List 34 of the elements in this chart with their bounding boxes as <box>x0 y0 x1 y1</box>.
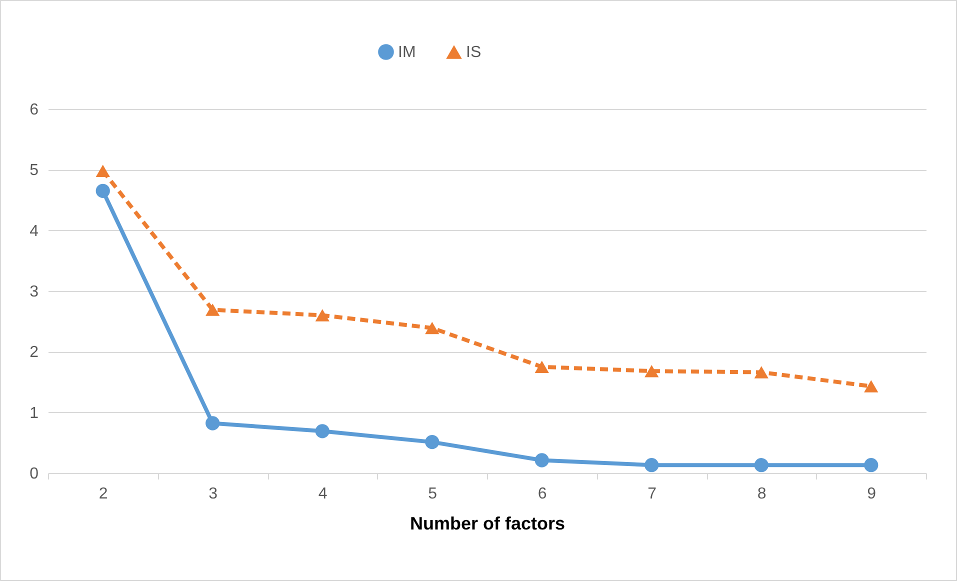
y-tick-label: 6 <box>30 102 39 118</box>
point <box>534 360 549 373</box>
x-tick-label: 2 <box>98 486 108 502</box>
legend-label: IS <box>466 44 482 61</box>
x-tick-label: 6 <box>538 486 547 502</box>
x-axis-title: Number of factors <box>410 514 566 534</box>
y-tick-label: 5 <box>30 162 39 180</box>
point <box>425 435 440 450</box>
x-tick-label: 5 <box>428 486 438 502</box>
y-tick-label: 2 <box>30 344 39 362</box>
point <box>644 364 659 378</box>
x-tick-label: 4 <box>318 486 328 502</box>
point <box>754 366 768 378</box>
point <box>425 322 440 334</box>
x-tick-label: 3 <box>208 486 218 502</box>
point <box>206 304 220 316</box>
point <box>206 416 220 430</box>
point <box>644 458 659 472</box>
point <box>96 184 110 198</box>
y-tick-label: 1 <box>30 404 39 422</box>
point <box>315 309 330 322</box>
point <box>534 453 549 468</box>
legend-label: IM <box>398 44 416 61</box>
x-tick-label: 7 <box>648 486 657 502</box>
point <box>96 164 110 178</box>
x-tick-label: 8 <box>757 486 766 502</box>
point <box>864 380 878 392</box>
y-tick-label: 0 <box>30 466 39 482</box>
y-tick-label: 3 <box>30 284 39 300</box>
point <box>754 458 768 472</box>
y-tick-label: 4 <box>30 222 39 240</box>
point <box>315 424 330 438</box>
x-tick-label: 9 <box>867 486 876 502</box>
point <box>864 458 878 472</box>
